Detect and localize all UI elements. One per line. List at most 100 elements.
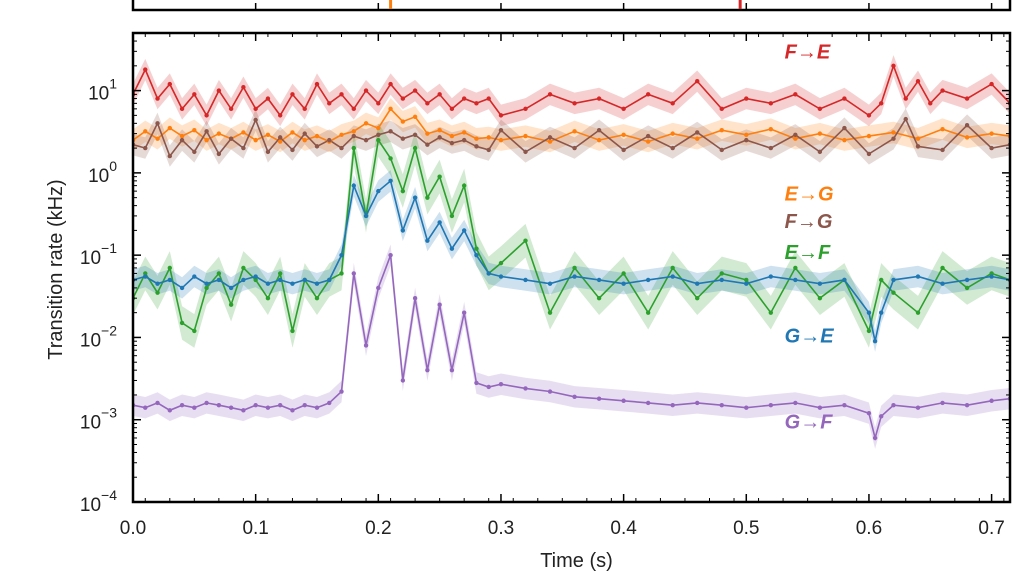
series-5-point <box>277 403 283 408</box>
series-1-point <box>351 129 356 134</box>
series-0-point <box>277 113 283 118</box>
series-2-point <box>891 136 896 141</box>
series-4-line <box>133 179 1010 342</box>
top-panel-fragment <box>131 0 1012 12</box>
series-3-point <box>645 310 651 315</box>
series-3-point <box>388 156 393 161</box>
series-4-point <box>768 274 774 279</box>
series-0-point <box>928 101 933 106</box>
series-3-point <box>596 295 602 301</box>
x-tick-label: 0.4 <box>610 518 637 539</box>
series-5-point <box>290 408 295 413</box>
series-1-point <box>621 132 626 138</box>
series-4-point <box>376 188 381 194</box>
y-tick-label: 10−2 <box>80 322 117 351</box>
series-4-point <box>437 220 442 225</box>
series-5-point <box>596 396 602 401</box>
series-1-point <box>412 114 418 120</box>
series-2-point <box>314 144 320 149</box>
series-3-point <box>425 195 430 200</box>
series-4-point <box>228 285 234 291</box>
series-2-point <box>216 151 222 157</box>
series-2-point <box>670 145 675 151</box>
series-2-band <box>133 108 1010 167</box>
series-0-point <box>461 96 467 101</box>
series-4-point <box>744 281 749 286</box>
series-1-point <box>486 135 491 140</box>
series-3-point <box>351 145 356 151</box>
series-4-point <box>265 281 271 286</box>
series-2-point <box>915 144 921 149</box>
series-0-point <box>400 96 406 101</box>
series-4-point <box>964 277 970 283</box>
series-2-point <box>964 122 970 128</box>
series-5-point <box>400 378 406 383</box>
series-5-point <box>768 403 774 408</box>
series-4-point <box>719 277 724 283</box>
y-tick-label: 10−1 <box>80 240 117 269</box>
x-tick-label: 0.6 <box>856 518 882 539</box>
series-5-point <box>695 400 700 406</box>
series-2-point <box>621 147 626 153</box>
series-4-point <box>290 281 295 286</box>
series-2-point <box>253 117 258 123</box>
x-tick-label: 0.1 <box>242 518 268 539</box>
series-3-point <box>964 285 970 291</box>
series-2-point <box>768 145 774 151</box>
series-3-point <box>339 271 344 276</box>
series-3-point <box>817 295 823 301</box>
series-1-point <box>695 136 700 141</box>
series-0-point <box>425 101 430 106</box>
series-5-point <box>339 389 344 394</box>
series-3-point <box>265 295 271 301</box>
series-3-point <box>523 238 528 243</box>
series-5-point <box>964 403 970 408</box>
series-2-point <box>461 137 467 143</box>
series-1-point <box>940 126 945 132</box>
series-3-label: E→F <box>785 242 831 264</box>
series-3-point <box>989 271 994 276</box>
series-4-point <box>192 274 197 279</box>
series-1-point <box>437 128 442 133</box>
series-0-point <box>768 101 774 106</box>
series-0-point <box>817 106 823 112</box>
series-1-point <box>179 133 185 139</box>
series-0-point <box>903 96 908 101</box>
series-0-point <box>989 81 994 87</box>
series-2-point <box>376 132 381 138</box>
series-4-point <box>253 274 258 279</box>
series-0-point <box>241 84 246 90</box>
series-2-point <box>290 147 295 153</box>
x-axis-label: Time (s) <box>540 550 613 572</box>
series-1-point <box>793 136 798 141</box>
series-2-point <box>793 132 798 138</box>
series-5-point <box>498 382 504 387</box>
series-4-point <box>216 277 222 283</box>
series-1-point <box>915 136 921 141</box>
series-3-point <box>376 137 381 143</box>
series-1-point <box>155 136 160 141</box>
series-4-point <box>645 277 651 283</box>
series-3-point <box>167 265 172 271</box>
series-1-point <box>449 133 455 139</box>
series-0-point <box>670 101 675 106</box>
series-4-point <box>143 274 148 279</box>
series-4-point <box>474 252 479 258</box>
y-tick-label: 100 <box>88 158 117 187</box>
series-5-point <box>167 408 172 413</box>
series-4-point <box>621 281 626 286</box>
series-3-point <box>547 310 553 315</box>
series-4-point <box>425 238 430 243</box>
y-tick-labels: 101 100 10−1 10−2 10−3 10−4 <box>80 76 117 516</box>
series-1-point <box>768 126 774 132</box>
series-5-point <box>547 389 553 394</box>
series-3-point <box>621 271 626 276</box>
series-5-point <box>940 400 945 406</box>
series-2-point <box>547 135 553 140</box>
series-2-point <box>695 130 700 135</box>
series-2-point <box>204 129 209 134</box>
series-3-point <box>290 328 295 334</box>
series-3-point <box>866 328 872 334</box>
series-3-point <box>216 271 222 276</box>
